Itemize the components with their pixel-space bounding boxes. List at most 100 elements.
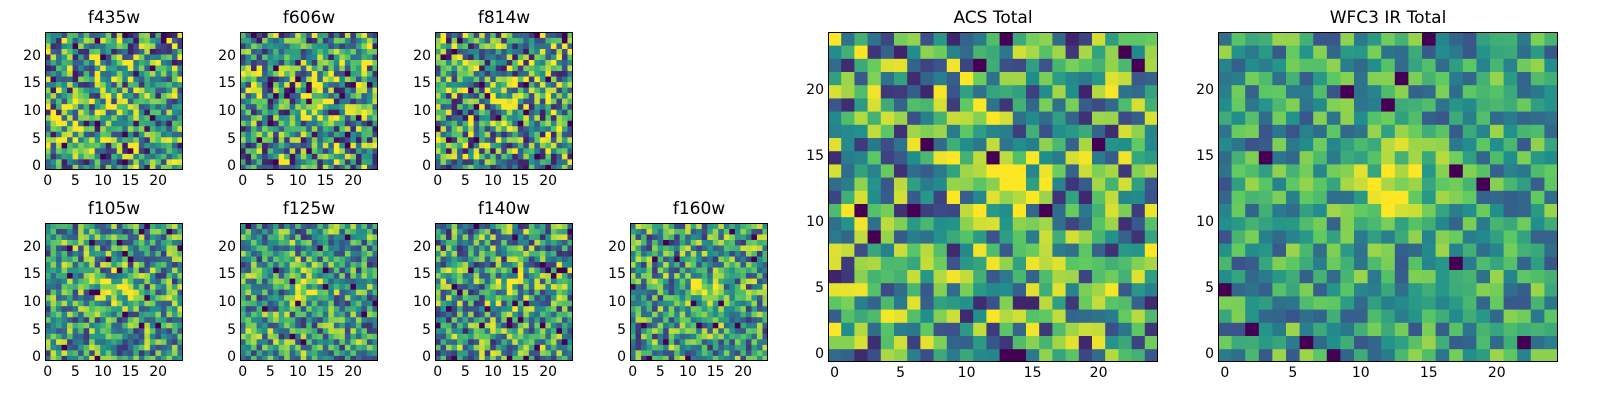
heatmap-cell <box>111 131 118 138</box>
heatmap-cell <box>295 228 302 235</box>
heatmap-cell <box>94 125 101 132</box>
heatmap-cell <box>306 98 313 105</box>
heatmap-cell <box>1092 203 1106 218</box>
heatmap-cell <box>696 228 703 235</box>
x-tick-label: 0 <box>43 364 53 380</box>
heatmap-cell <box>674 245 681 251</box>
heatmap-cell <box>160 158 167 165</box>
heatmap-cell <box>674 234 681 240</box>
heatmap-cell <box>740 228 747 235</box>
heatmap-cell <box>83 327 90 334</box>
heatmap-cell <box>946 335 961 350</box>
heatmap-cell <box>133 98 140 105</box>
heatmap-cell <box>116 158 123 165</box>
heatmap-cell <box>273 120 280 127</box>
heatmap-cell <box>550 81 557 88</box>
heatmap-cell <box>479 272 486 279</box>
heatmap-cell <box>556 349 563 356</box>
heatmap-cell <box>61 338 68 345</box>
heatmap-cell <box>468 261 475 268</box>
heatmap-cell <box>556 125 563 132</box>
heatmap-cell <box>306 245 313 251</box>
heatmap-cell <box>674 344 681 351</box>
heatmap-cell <box>72 98 79 105</box>
heatmap-cell <box>729 344 736 351</box>
heatmap-cell <box>635 267 642 274</box>
heatmap-cell <box>149 114 156 121</box>
heatmap-cell <box>1131 137 1146 152</box>
heatmap-cell <box>457 103 463 110</box>
heatmap-cell <box>45 311 51 318</box>
heatmap-cell <box>267 239 274 246</box>
panel-title-f140w: f140w <box>477 199 531 219</box>
heatmap-cell <box>61 158 68 165</box>
heatmap-cell <box>372 54 378 60</box>
heatmap-cell <box>451 43 458 49</box>
heatmap-cell <box>528 147 535 154</box>
heatmap-cell <box>278 158 285 165</box>
heatmap-cell <box>344 59 351 66</box>
heatmap-cell <box>155 103 162 110</box>
x-tick-label: 5 <box>70 364 80 380</box>
heatmap-cell <box>127 153 134 160</box>
heatmap-cell <box>72 256 79 263</box>
heatmap-cell <box>138 120 145 127</box>
heatmap-cell <box>828 98 842 112</box>
heatmap-cell <box>56 327 62 334</box>
heatmap-cell <box>171 98 178 105</box>
heatmap-cell <box>707 261 714 268</box>
heatmap-cell <box>1026 137 1040 152</box>
heatmap-cell <box>854 216 868 231</box>
heatmap-cell <box>867 137 882 152</box>
heatmap-cell <box>479 37 486 44</box>
heatmap-cell <box>256 327 263 334</box>
heatmap-cell <box>300 322 307 329</box>
heatmap-cell <box>435 261 441 268</box>
heatmap-cell <box>366 305 373 312</box>
heatmap-cell <box>652 355 658 361</box>
heatmap-cell <box>495 300 502 307</box>
heatmap-cell <box>550 333 557 340</box>
heatmap-cell <box>1039 84 1053 99</box>
heatmap-cell <box>311 43 318 49</box>
y-tick-label: 5 <box>422 130 431 147</box>
heatmap-cell <box>556 98 563 105</box>
heatmap-cell <box>457 278 463 285</box>
heatmap-cell <box>177 48 183 55</box>
heatmap-cell <box>295 305 302 312</box>
heatmap-cell <box>67 338 73 345</box>
heatmap-cell <box>94 272 101 279</box>
heatmap-cell <box>50 120 57 127</box>
heatmap-cell <box>674 349 681 356</box>
heatmap-cell <box>567 87 573 94</box>
heatmap-cell <box>355 228 362 235</box>
heatmap-cell <box>284 267 291 274</box>
heatmap-cell <box>641 278 647 285</box>
heatmap-cell <box>854 243 868 257</box>
heatmap-cell <box>78 261 85 268</box>
heatmap-cell <box>446 48 452 55</box>
heatmap-cell <box>251 228 257 235</box>
heatmap-cell <box>539 355 546 361</box>
heatmap-cell <box>78 250 85 257</box>
heatmap-cell <box>89 43 96 49</box>
heatmap-cell <box>278 228 285 235</box>
heatmap-cell <box>138 32 145 38</box>
heatmap-cell <box>556 120 563 127</box>
heatmap-cell <box>501 283 508 290</box>
heatmap-cell <box>267 338 274 345</box>
heatmap-cell <box>567 81 573 88</box>
heatmap-cell <box>440 349 447 356</box>
heatmap-cell <box>94 153 101 160</box>
heatmap-cell <box>67 322 73 329</box>
heatmap-cell <box>506 103 513 110</box>
heatmap-cell <box>1078 348 1093 362</box>
heatmap-cell <box>663 256 670 263</box>
heatmap-cell <box>451 283 458 290</box>
heatmap-cell <box>668 300 675 307</box>
heatmap-cell <box>490 153 497 160</box>
heatmap-cell <box>479 311 486 318</box>
heatmap-cell <box>45 289 51 296</box>
heatmap-cell <box>701 278 708 285</box>
heatmap-cell <box>311 32 318 38</box>
